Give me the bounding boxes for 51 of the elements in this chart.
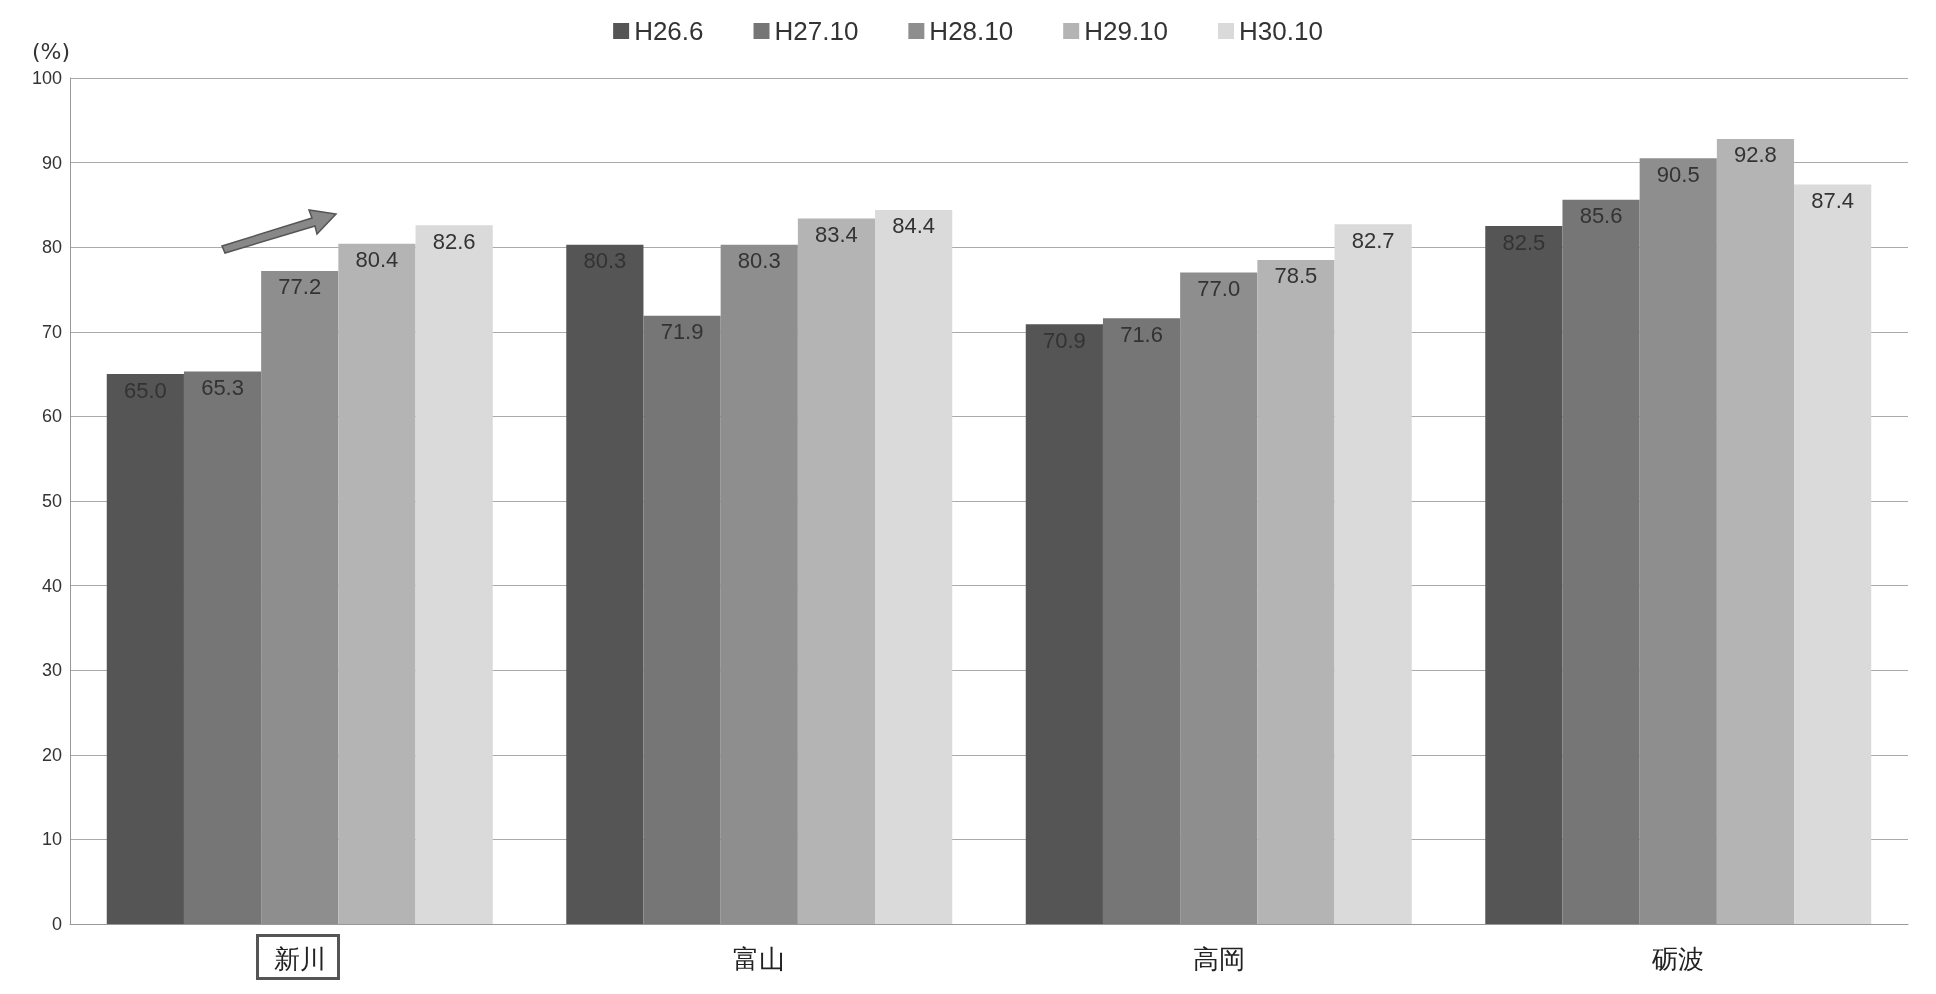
data-label: 84.4 [892,213,936,239]
y-tick-label: 70 [41,321,62,342]
y-tick-label: 100 [31,68,62,88]
x-tick-label: 富山 [733,944,786,974]
y-tick-label: 30 [41,660,62,681]
bar [643,315,721,924]
bar [1257,259,1335,924]
data-label: 90.5 [1656,161,1700,187]
data-label: 92.8 [1734,142,1777,168]
y-tick-label: 40 [41,575,62,596]
x-tick-label: 砺波 [1651,944,1705,974]
x-tick-label: 高岡 [1192,944,1245,974]
y-tick-label: 10 [41,829,62,850]
bar [1485,226,1563,924]
bar [183,371,262,924]
data-label: 80.3 [737,248,781,274]
legend-label: H29.10 [1084,16,1169,46]
data-label: 87.4 [1811,188,1855,214]
bar [1025,324,1103,924]
legend-label: H26.6 [634,16,704,46]
data-label: 77.2 [278,274,322,300]
bar [1102,318,1181,924]
y-tick-label: 20 [41,744,62,765]
bar [415,225,493,924]
x-tick-label: 新川 [273,944,326,974]
data-label: 78.5 [1274,263,1318,289]
y-tick-label: 50 [41,491,62,511]
legend-label: H27.10 [774,16,859,46]
data-label: 71.6 [1120,321,1163,347]
data-label: 85.6 [1579,203,1623,229]
bar [106,374,184,924]
data-label: 77.0 [1197,276,1241,302]
bar [566,244,644,924]
data-label: 82.7 [1351,227,1395,253]
data-label: 65.3 [201,375,244,401]
data-label: 82.6 [432,228,476,254]
bar [1334,224,1412,924]
y-axis-title: (%) [31,38,70,64]
y-tick-label: 0 [51,914,62,934]
bar [797,218,876,924]
bar [875,209,953,924]
bar [1794,184,1872,924]
y-tick-label: 60 [41,406,62,427]
legend-label: H28.10 [929,16,1014,46]
bar [1562,199,1640,924]
y-tick-label: 90 [41,152,62,173]
y-tick-label: 80 [41,237,62,258]
legend-label: H30.10 [1239,16,1323,46]
data-label: 83.4 [815,221,858,247]
data-label: 80.4 [355,247,399,273]
data-label: 71.9 [660,319,704,345]
